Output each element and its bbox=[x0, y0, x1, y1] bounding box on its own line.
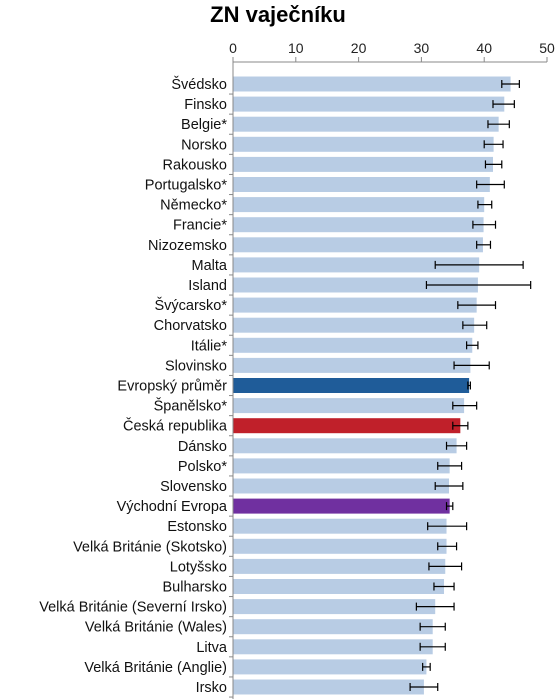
bar bbox=[233, 398, 465, 414]
category-label: Island bbox=[188, 278, 227, 294]
bar bbox=[233, 538, 447, 554]
category-label: Velká Británie (Skotsko) bbox=[73, 539, 227, 555]
bar bbox=[233, 579, 445, 594]
bar bbox=[233, 337, 473, 353]
category-label: Francie* bbox=[173, 218, 227, 234]
category-label: Finsko bbox=[184, 97, 227, 113]
bar bbox=[233, 679, 424, 695]
category-label: Velká Británie (Severní Irsko) bbox=[39, 600, 227, 616]
category-label: Velká Británie (Anglie) bbox=[84, 660, 227, 676]
axis-layer: 0 10 20 30 40 50 bbox=[229, 40, 555, 700]
bar bbox=[233, 357, 471, 373]
bar bbox=[233, 619, 433, 635]
bar bbox=[233, 659, 427, 675]
bar bbox=[233, 156, 493, 172]
category-label: Německo* bbox=[160, 198, 227, 214]
bar bbox=[233, 297, 477, 313]
category-label: Norsko bbox=[181, 137, 227, 153]
category-label: Portugalsko* bbox=[145, 178, 228, 194]
category-label: Velká Británie (Wales) bbox=[85, 620, 227, 636]
category-label: Východní Evropa bbox=[117, 499, 228, 515]
category-label: Česká republika bbox=[123, 418, 228, 435]
category-label: Bulharsko bbox=[163, 580, 227, 596]
x-tick-label: 30 bbox=[414, 40, 430, 56]
category-label: Lotyšsko bbox=[170, 559, 227, 575]
category-label: Slovinsko bbox=[165, 358, 227, 374]
category-label: Estonsko bbox=[167, 519, 227, 535]
chart-title: ZN vaječníku bbox=[210, 2, 346, 27]
bar bbox=[233, 458, 450, 474]
category-label: Polsko* bbox=[178, 459, 228, 475]
category-label: Belgie* bbox=[181, 117, 227, 133]
category-label: Dánsko bbox=[178, 439, 227, 455]
x-tick-label: 40 bbox=[476, 40, 492, 56]
bar bbox=[233, 76, 511, 92]
bar bbox=[233, 599, 436, 615]
bar bbox=[233, 639, 433, 655]
bar bbox=[233, 96, 505, 112]
category-label: Španělsko* bbox=[154, 398, 228, 415]
bar bbox=[233, 237, 483, 253]
bar bbox=[233, 177, 490, 192]
bar bbox=[233, 378, 470, 393]
bar bbox=[233, 277, 478, 293]
bar bbox=[233, 438, 457, 454]
bar bbox=[233, 116, 499, 132]
bar bbox=[233, 136, 494, 152]
category-label: Slovensko bbox=[160, 479, 227, 495]
bar bbox=[233, 518, 447, 534]
category-label: Rakousko bbox=[163, 157, 227, 173]
category-label: Evropský průměr bbox=[117, 379, 227, 395]
error-bars-layer bbox=[409, 80, 532, 691]
x-tick-label: 10 bbox=[288, 40, 304, 56]
bar bbox=[233, 257, 480, 273]
x-tick-label: 0 bbox=[229, 40, 237, 56]
category-label: Itálie* bbox=[191, 338, 228, 354]
category-labels-layer: Švédsko Finsko Belgie* Norsko Rakousko Portug… bbox=[39, 76, 228, 696]
category-label: Švýcarsko* bbox=[154, 297, 227, 314]
category-label: Litva bbox=[196, 640, 228, 656]
category-label: Nizozemsko bbox=[148, 238, 227, 254]
bar bbox=[233, 498, 450, 514]
x-tick-label: 50 bbox=[539, 40, 555, 56]
category-label: Chorvatsko bbox=[154, 318, 227, 334]
category-label: Švédsko bbox=[171, 76, 227, 93]
bar bbox=[233, 197, 485, 213]
bars-layer bbox=[233, 76, 511, 695]
bar bbox=[233, 418, 461, 434]
bar bbox=[233, 558, 446, 574]
bar bbox=[233, 478, 450, 494]
x-tick-label: 20 bbox=[351, 40, 367, 56]
category-label: Irsko bbox=[196, 680, 227, 696]
bar bbox=[233, 217, 484, 233]
bar bbox=[233, 317, 475, 333]
category-label: Malta bbox=[192, 258, 228, 274]
